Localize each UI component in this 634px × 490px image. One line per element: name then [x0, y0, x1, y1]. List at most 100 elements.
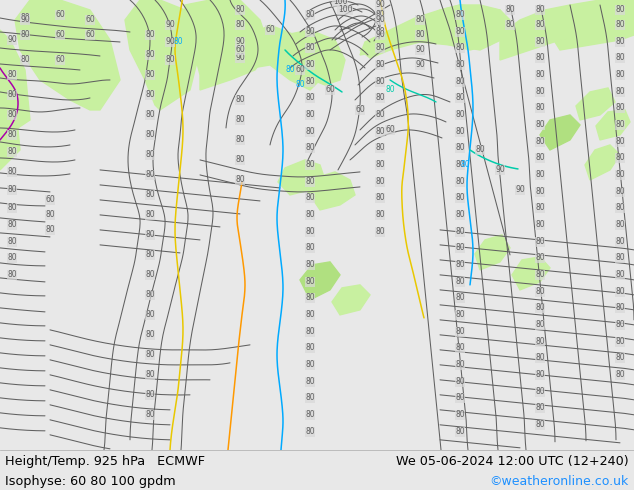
- Text: 80: 80: [305, 60, 315, 70]
- Text: 80: 80: [455, 327, 465, 336]
- Polygon shape: [125, 0, 200, 110]
- Text: 80: 80: [305, 210, 315, 220]
- Text: 80: 80: [615, 270, 625, 279]
- Text: 80: 80: [375, 44, 385, 52]
- Text: 80: 80: [235, 155, 245, 165]
- Text: 80: 80: [535, 403, 545, 413]
- Polygon shape: [15, 0, 120, 110]
- Text: 80: 80: [375, 10, 385, 20]
- Text: 80: 80: [455, 410, 465, 419]
- Text: 80: 80: [235, 96, 245, 104]
- Polygon shape: [540, 115, 580, 150]
- Text: 80: 80: [305, 260, 315, 270]
- Text: 80: 80: [455, 127, 465, 136]
- Polygon shape: [270, 30, 345, 85]
- Text: 80: 80: [305, 227, 315, 236]
- Text: 80: 80: [305, 27, 315, 36]
- Text: 80: 80: [615, 171, 625, 179]
- Polygon shape: [596, 110, 630, 140]
- Text: 80: 80: [145, 350, 155, 359]
- Polygon shape: [555, 20, 634, 50]
- Text: 80: 80: [455, 260, 465, 270]
- Text: 80: 80: [285, 66, 295, 74]
- Text: 80: 80: [535, 337, 545, 346]
- Text: 80: 80: [375, 27, 385, 36]
- Text: 80: 80: [305, 410, 315, 419]
- Text: 80: 80: [145, 310, 155, 319]
- Text: 90: 90: [235, 53, 245, 63]
- Polygon shape: [240, 25, 320, 90]
- Text: 90: 90: [165, 37, 175, 47]
- Text: 80: 80: [145, 270, 155, 279]
- Text: 90: 90: [495, 166, 505, 174]
- Text: 80: 80: [305, 94, 315, 102]
- Text: 80: 80: [615, 53, 625, 63]
- Text: 100: 100: [338, 5, 353, 15]
- Text: 60: 60: [45, 196, 55, 204]
- Text: 80: 80: [535, 187, 545, 196]
- Text: 90: 90: [415, 46, 425, 54]
- Text: 80: 80: [615, 337, 625, 346]
- Text: 80: 80: [305, 244, 315, 252]
- Text: 80: 80: [535, 121, 545, 129]
- Text: 80: 80: [145, 30, 155, 40]
- Text: 80: 80: [615, 220, 625, 229]
- Text: 80: 80: [20, 14, 30, 23]
- Text: 80: 80: [235, 5, 245, 15]
- Text: 80: 80: [455, 210, 465, 220]
- Text: 80: 80: [145, 250, 155, 259]
- Text: 80: 80: [305, 177, 315, 186]
- Text: 80: 80: [615, 137, 625, 147]
- Text: 80: 80: [45, 225, 55, 234]
- Polygon shape: [585, 145, 620, 180]
- Text: 80: 80: [415, 16, 425, 24]
- Text: 80: 80: [375, 144, 385, 152]
- Text: 80: 80: [145, 171, 155, 179]
- Text: 80: 80: [455, 77, 465, 86]
- Text: 80: 80: [305, 194, 315, 202]
- Text: 80: 80: [535, 287, 545, 296]
- Text: 80: 80: [535, 71, 545, 79]
- Text: 80: 80: [415, 30, 425, 40]
- Polygon shape: [278, 160, 325, 195]
- Text: 80: 80: [535, 270, 545, 279]
- Text: 80: 80: [375, 160, 385, 170]
- Text: 80: 80: [305, 10, 315, 20]
- Text: 80: 80: [7, 270, 17, 279]
- Text: 60: 60: [265, 25, 275, 34]
- Text: 80: 80: [305, 427, 315, 436]
- Text: 100: 100: [333, 0, 347, 6]
- Text: 80: 80: [145, 391, 155, 399]
- Text: 80: 80: [7, 253, 17, 263]
- Text: 80: 80: [615, 5, 625, 15]
- Text: 80: 80: [305, 127, 315, 136]
- Text: 80: 80: [455, 227, 465, 236]
- Text: 80: 80: [20, 30, 30, 40]
- Text: 80: 80: [455, 360, 465, 369]
- Text: 80: 80: [173, 37, 183, 47]
- Text: 80: 80: [535, 353, 545, 363]
- Text: 80: 80: [615, 87, 625, 97]
- Text: 80: 80: [535, 237, 545, 246]
- Polygon shape: [0, 30, 30, 140]
- Text: 80: 80: [615, 37, 625, 47]
- Polygon shape: [475, 235, 510, 270]
- Text: 90: 90: [415, 60, 425, 70]
- Text: 80: 80: [7, 71, 17, 79]
- Text: 80: 80: [535, 153, 545, 163]
- Text: 80: 80: [615, 203, 625, 213]
- Text: 80: 80: [7, 203, 17, 213]
- Text: 80: 80: [375, 127, 385, 136]
- Text: 80: 80: [20, 55, 30, 65]
- Text: 80: 80: [615, 353, 625, 363]
- Text: 80: 80: [615, 320, 625, 329]
- Text: 80: 80: [455, 27, 465, 36]
- Text: 90: 90: [375, 16, 385, 24]
- Text: 80: 80: [455, 244, 465, 252]
- Text: 90: 90: [375, 0, 385, 9]
- Text: 80: 80: [535, 5, 545, 15]
- Text: 80: 80: [145, 370, 155, 379]
- Text: 80: 80: [385, 85, 395, 95]
- Polygon shape: [308, 172, 355, 210]
- Polygon shape: [185, 0, 270, 90]
